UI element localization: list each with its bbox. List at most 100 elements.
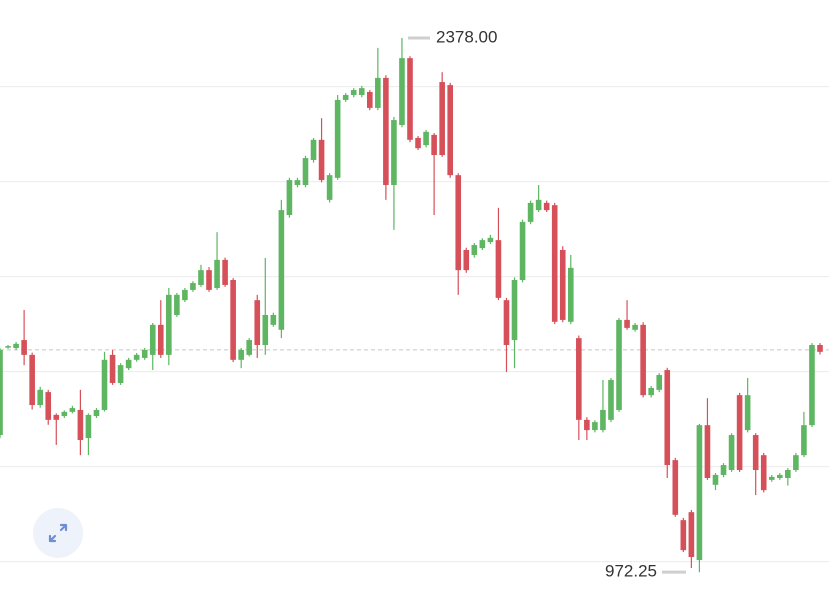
candle-body: [109, 354, 116, 383]
candle-body: [206, 270, 212, 290]
candle-body: [624, 319, 630, 328]
candle-body: [149, 324, 156, 355]
candle-body: [447, 85, 453, 176]
candle-body: [222, 259, 228, 285]
candle-body: [527, 202, 534, 222]
min-label: 972.25: [605, 562, 657, 581]
candle-body: [760, 455, 767, 491]
candle-body: [592, 422, 598, 431]
candle-body: [85, 414, 92, 439]
candle-body: [535, 199, 542, 211]
candle-body: [817, 344, 823, 352]
expand-button[interactable]: [33, 508, 83, 558]
candle-body: [190, 283, 196, 290]
candle-body: [559, 250, 566, 320]
candle-body: [367, 91, 373, 108]
candle-body: [93, 409, 100, 417]
candle-body: [45, 392, 52, 420]
candle-body: [326, 175, 333, 200]
candle-body: [785, 469, 791, 478]
candle-body: [278, 210, 285, 330]
candle-body: [744, 395, 751, 431]
candle-body: [688, 512, 695, 558]
candle-body: [117, 365, 124, 383]
candle-body: [125, 359, 132, 369]
candle-body: [286, 180, 293, 216]
candle-body: [29, 354, 35, 406]
candle-body: [768, 476, 775, 480]
candle-body: [166, 294, 172, 355]
candle-body: [423, 131, 429, 146]
candle-body: [471, 245, 478, 255]
candle-body: [664, 370, 671, 466]
candle-body: [358, 88, 365, 95]
candle-body: [0, 349, 3, 436]
candle-body: [182, 289, 188, 301]
candle-body: [13, 343, 19, 349]
candle-body: [383, 77, 389, 186]
candle-body: [318, 139, 325, 181]
candle-body: [608, 379, 614, 420]
candle-body: [576, 338, 582, 420]
candle-body: [616, 319, 622, 410]
candle-body: [198, 270, 204, 285]
candle-body: [551, 205, 558, 322]
candle-body: [696, 425, 703, 561]
candle-body: [101, 359, 108, 410]
candle-body: [214, 259, 220, 289]
candle-body: [69, 408, 76, 412]
expand-icon: [48, 523, 68, 543]
candle-body: [37, 389, 43, 406]
candle-body: [391, 120, 397, 186]
candle-body: [53, 414, 60, 420]
candle-body: [632, 324, 638, 330]
candle-body: [801, 425, 807, 456]
candle-body: [680, 520, 687, 551]
candle-body: [648, 387, 654, 396]
candle-body: [640, 324, 646, 396]
candle-body: [511, 280, 518, 341]
candle-body: [431, 134, 437, 156]
candle-body: [238, 349, 244, 360]
candle-body: [519, 221, 526, 281]
candle-body: [342, 94, 349, 100]
candle-body: [294, 180, 301, 186]
candle-body: [246, 340, 253, 355]
candle-body: [439, 82, 445, 156]
candle-body: [728, 435, 735, 470]
candle-body: [141, 349, 148, 358]
candle-body: [736, 395, 743, 470]
candle-body: [656, 375, 663, 390]
candle-body: [704, 425, 711, 478]
candle-body: [777, 474, 783, 478]
candle-body: [270, 314, 277, 325]
candle-body: [495, 240, 502, 298]
candle-body: [21, 340, 27, 355]
candle-body: [350, 90, 357, 95]
candle-body: [487, 237, 494, 243]
candle-body: [672, 460, 679, 515]
candle-body: [302, 158, 309, 186]
candle-body: [407, 58, 413, 140]
candle-body: [310, 139, 317, 160]
candle-body: [334, 99, 341, 178]
max-label: 2378.00: [436, 27, 497, 46]
candle-body: [399, 58, 405, 126]
candle-body: [61, 411, 68, 417]
candle-body: [415, 137, 421, 149]
candle-body: [584, 419, 590, 431]
candle-body: [712, 474, 719, 485]
candle-body: [455, 175, 462, 271]
candle-body: [809, 344, 815, 426]
candle-body: [720, 465, 727, 475]
candle-body: [479, 240, 486, 249]
candle-body: [793, 455, 799, 470]
candle-body: [752, 435, 759, 470]
candle-body: [567, 267, 574, 322]
candle-body: [262, 314, 269, 345]
candle-body: [174, 294, 180, 315]
candle-body: [157, 324, 164, 355]
candle-body: [543, 202, 550, 211]
